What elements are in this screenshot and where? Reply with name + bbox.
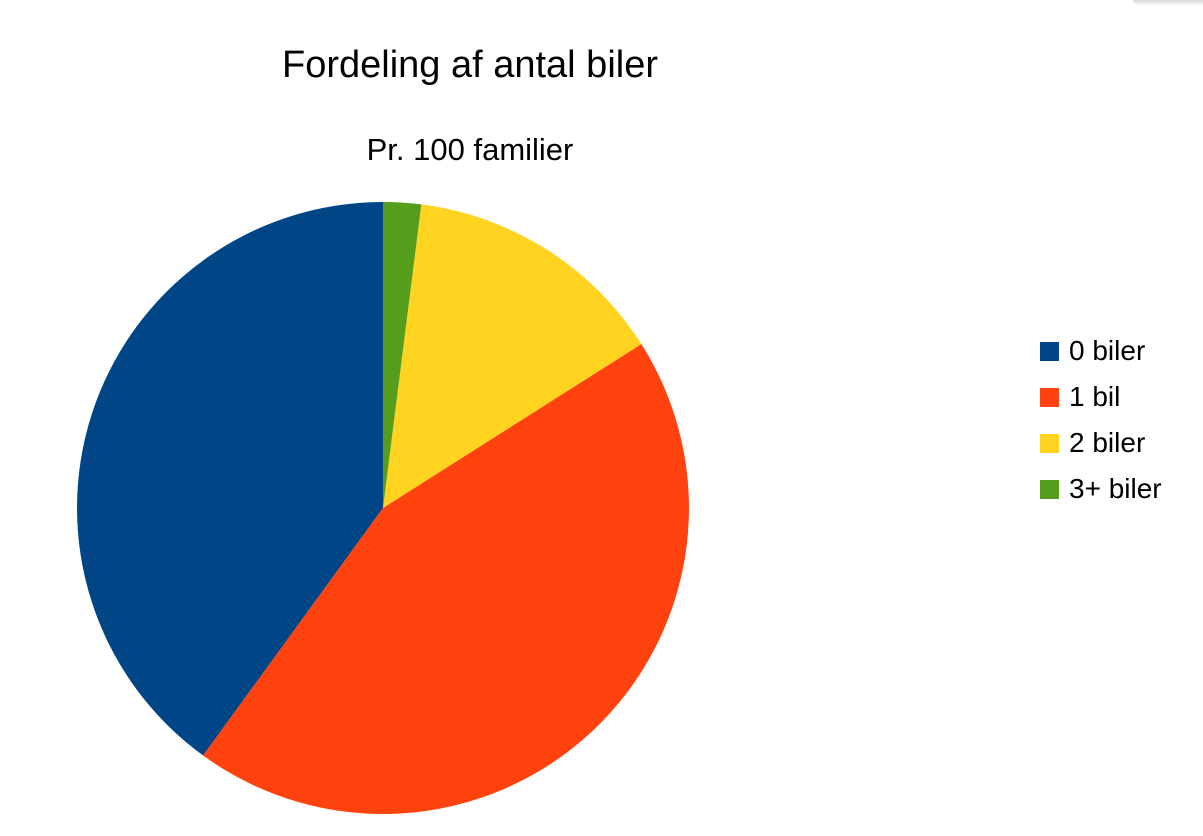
legend-label: 1 bil <box>1069 381 1121 412</box>
legend-swatch <box>1040 479 1059 499</box>
pie-slice-3-biler <box>383 202 422 508</box>
legend-item-3-plus-biler: 3+ biler <box>1040 466 1162 512</box>
legend-swatch <box>1040 433 1059 453</box>
legend-item-1-bil: 1 bil <box>1040 374 1162 420</box>
chart-title: Fordeling af antal biler <box>282 44 658 86</box>
legend-label: 0 biler <box>1069 335 1146 366</box>
pie-slice-1-bil <box>203 344 689 814</box>
chart-subtitle: Pr. 100 familier <box>366 132 574 167</box>
legend-label: 3+ biler <box>1069 473 1162 504</box>
window-corner-shadow <box>1133 0 1203 6</box>
legend-label: 2 biler <box>1069 427 1146 458</box>
legend-item-2-biler: 2 biler <box>1040 420 1162 466</box>
chart-legend: 0 biler 1 bil 2 biler 3+ biler <box>1040 328 1162 512</box>
pie-slice-2-biler <box>383 204 642 508</box>
pie-slice-0-biler <box>77 202 383 756</box>
legend-swatch <box>1040 387 1059 407</box>
legend-swatch <box>1040 341 1059 361</box>
pie-chart <box>77 202 689 814</box>
legend-item-0-biler: 0 biler <box>1040 328 1162 374</box>
